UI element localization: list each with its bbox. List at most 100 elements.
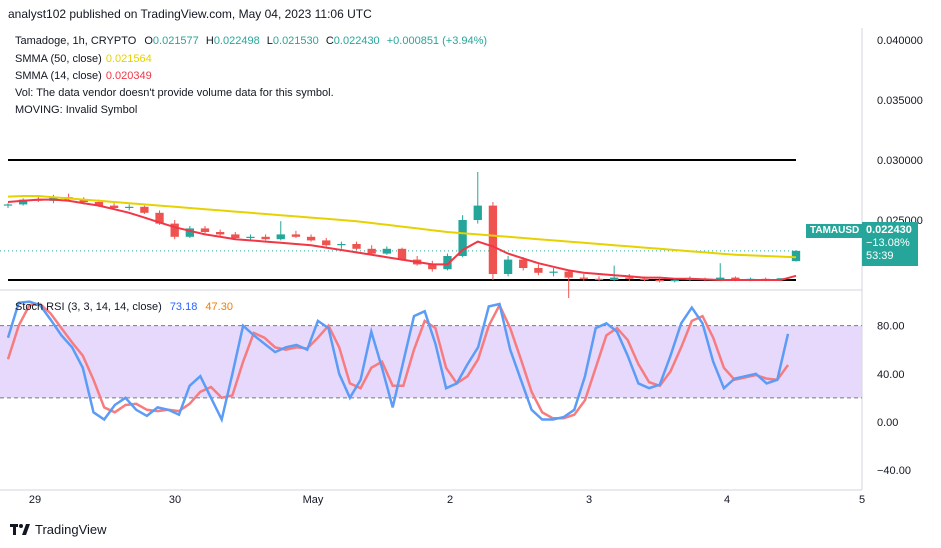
smma-series [7, 195, 797, 281]
rsi-legend: Stoch RSI (3, 3, 14, 14, close) 73.18 47… [15, 301, 233, 313]
sma50-legend: SMMA (50, close) 0.021564 [15, 53, 152, 65]
symbol-name: Tamadoge, 1h, CRYPTO [15, 35, 137, 47]
time-tick-label: May [303, 494, 324, 506]
open-value: 0.021577 [152, 35, 199, 47]
candle-body [215, 232, 225, 235]
candle-body [731, 277, 740, 280]
rsi-tick-label: 0.00 [877, 417, 898, 429]
time-tick-label: 5 [859, 494, 865, 506]
candle-body [261, 236, 270, 240]
time-tick-label: 30 [169, 494, 181, 506]
candle-body [488, 205, 498, 274]
price-tag: 0.022430 −13.08% 53:39 [862, 222, 918, 266]
candle-body [564, 271, 573, 278]
price-tag-change: −13.08% [866, 237, 910, 249]
candle-body [79, 199, 88, 202]
candle-body [625, 277, 634, 279]
candle-body [503, 259, 513, 274]
tradingview-logo-icon [10, 523, 30, 535]
candle-body [549, 271, 558, 273]
candle-body [534, 268, 543, 273]
symbol-tag: TAMAUSD [806, 224, 862, 238]
candle-body [140, 206, 149, 213]
rsi-d-value: 47.30 [205, 301, 233, 313]
price-tick-label: 0.035000 [877, 95, 923, 107]
candle-body [382, 248, 392, 254]
tradingview-footer[interactable]: TradingView [10, 522, 107, 537]
smma14-line [7, 198, 797, 281]
sma14-value: 0.020349 [105, 70, 152, 82]
candle-body [443, 256, 452, 270]
candle-body [791, 250, 801, 262]
published-header: analyst102 published on TradingView.com,… [8, 7, 372, 21]
candle-body [458, 220, 467, 256]
low-label: L [266, 35, 273, 47]
candle-body [428, 264, 437, 270]
candle-body [716, 277, 725, 280]
footer-brand: TradingView [35, 522, 107, 537]
price-tick-label: 0.040000 [877, 35, 923, 47]
rsi-k-line [6, 300, 790, 424]
close-value: 0.022430 [333, 35, 380, 47]
symbol-ohlc-line: Tamadoge, 1h, CRYPTO O0.021577 H0.022498… [15, 35, 487, 47]
rsi-tick-label: 80.00 [877, 321, 905, 333]
rsi-grid [0, 325, 862, 399]
candle-body [306, 236, 316, 241]
price-tag-countdown: 53:39 [866, 250, 894, 262]
smma50-line [7, 195, 797, 259]
candle-body [367, 248, 376, 254]
axis-labels: 0.0400000.0350000.0300000.02500080.0040.… [29, 35, 923, 506]
high-label: H [205, 35, 214, 47]
time-tick-label: 4 [724, 494, 730, 506]
candle-body [155, 212, 164, 224]
rsi-label: Stoch RSI (3, 3, 14, 14, close) [15, 301, 162, 313]
horizontal-support-resistance-lines [0, 159, 796, 281]
candle-body [170, 223, 179, 237]
price-tick-label: 0.030000 [877, 155, 923, 167]
sma50-value: 0.021564 [105, 53, 152, 65]
change-value: +0.000851 (+3.94%) [386, 35, 488, 47]
candle-body [337, 244, 346, 246]
candle-body [291, 234, 301, 237]
moving-note: MOVING: Invalid Symbol [15, 104, 138, 116]
candle-body [579, 277, 589, 279]
time-tick-label: 3 [586, 494, 592, 506]
rsi-tick-label: 40.00 [877, 369, 905, 381]
candle-body [125, 206, 134, 208]
candle-body [670, 280, 679, 282]
candle-body [231, 234, 240, 238]
sma14-label: SMMA (14, close) [15, 70, 102, 82]
low-value: 0.021530 [272, 35, 319, 47]
candle-body [200, 228, 210, 232]
rsi-k-value: 73.18 [169, 301, 198, 313]
candle-body [655, 280, 664, 282]
candle-body [640, 278, 649, 280]
stoch-rsi-series [6, 300, 790, 424]
candle-body [276, 234, 285, 240]
candle-body [322, 240, 331, 246]
time-tick-label: 2 [447, 494, 453, 506]
rsi-band [0, 325, 862, 398]
candle-body [246, 236, 255, 238]
candle-body [352, 244, 361, 249]
candle-body [519, 259, 528, 268]
candle-body [18, 199, 28, 205]
open-label: O [144, 35, 153, 47]
candle-body [3, 204, 13, 206]
sma50-label: SMMA (50, close) [15, 53, 102, 65]
candle-body [473, 205, 482, 220]
candle-body [94, 202, 104, 206]
sma14-legend: SMMA (14, close) 0.020349 [15, 70, 152, 82]
rsi-tick-label: −40.00 [877, 465, 911, 477]
candle-body [397, 248, 407, 260]
high-value: 0.022498 [213, 35, 260, 47]
close-label: C [325, 35, 334, 47]
candle-body [594, 278, 604, 280]
price-tag-price: 0.022430 [866, 224, 912, 236]
volume-note: Vol: The data vendor doesn't provide vol… [15, 87, 334, 99]
time-tick-label: 29 [29, 494, 41, 506]
candle-body [609, 277, 619, 280]
candle-body [185, 228, 195, 237]
candle-body [109, 205, 119, 208]
